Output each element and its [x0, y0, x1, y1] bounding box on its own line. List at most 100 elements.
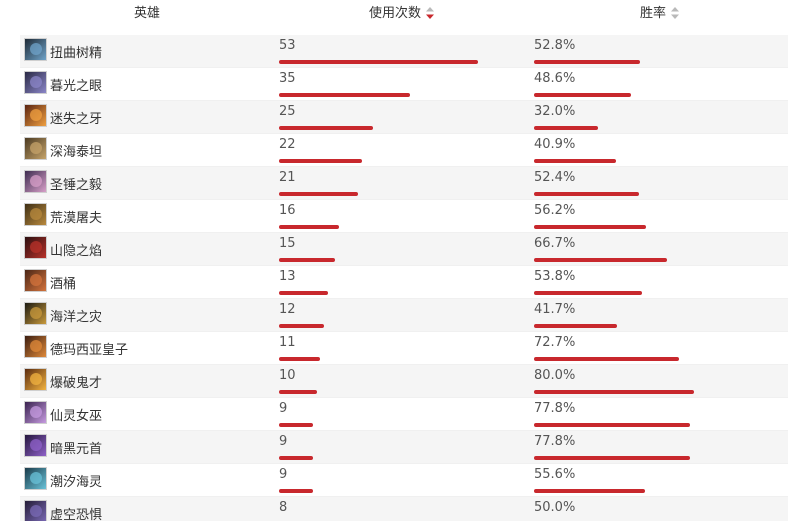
winrate-value: 66.7% [534, 236, 576, 251]
winrate-value: 77.8% [534, 401, 576, 416]
usage-bar [279, 93, 410, 97]
winrate-value: 52.4% [534, 170, 576, 185]
usage-bar [279, 456, 313, 460]
hero-name[interactable]: 圣锤之毅 [50, 178, 103, 193]
winrate-value: 55.6% [534, 467, 576, 482]
hero-name[interactable]: 荒漠屠夫 [50, 211, 103, 226]
table-row[interactable]: 海洋之灾 12 41.7% [20, 299, 788, 332]
usage-bar [279, 225, 339, 229]
winrate-bar [534, 456, 690, 460]
table-row[interactable]: 虚空恐惧 8 50.0% [20, 497, 788, 521]
hero-name[interactable]: 暗黑元首 [50, 442, 103, 457]
winrate-bar [534, 258, 667, 262]
usage-count: 9 [279, 401, 288, 416]
usage-count: 15 [279, 236, 296, 251]
usage-bar [279, 390, 317, 394]
winrate-bar [534, 390, 694, 394]
usage-bar [279, 357, 320, 361]
usage-bar [279, 489, 313, 493]
table-row[interactable]: 潮汐海灵 9 55.6% [20, 464, 788, 497]
winrate-value: 48.6% [534, 71, 576, 86]
winrate-value: 52.8% [534, 38, 576, 53]
hero-avatar[interactable] [24, 269, 47, 292]
usage-bar [279, 258, 335, 262]
winrate-bar [534, 291, 642, 295]
winrate-bar [534, 93, 631, 97]
hero-name[interactable]: 潮汐海灵 [50, 475, 103, 490]
hero-avatar[interactable] [24, 170, 47, 193]
table-header: 英雄 使用次数 胜率 [0, 0, 812, 24]
table-row[interactable]: 酒桶 13 53.8% [20, 266, 788, 299]
hero-avatar[interactable] [24, 467, 47, 490]
hero-avatar[interactable] [24, 368, 47, 391]
usage-bar [279, 159, 362, 163]
column-header-winrate[interactable]: 胜率 [640, 2, 680, 21]
hero-name[interactable]: 扭曲树精 [50, 46, 103, 61]
usage-bar [279, 126, 373, 130]
hero-name[interactable]: 迷失之牙 [50, 112, 103, 127]
table-row[interactable]: 仙灵女巫 9 77.8% [20, 398, 788, 431]
hero-avatar[interactable] [24, 401, 47, 424]
table-row[interactable]: 德玛西亚皇子 11 72.7% [20, 332, 788, 365]
hero-avatar[interactable] [24, 38, 47, 61]
usage-count: 10 [279, 368, 296, 383]
hero-avatar[interactable] [24, 302, 47, 325]
usage-count: 25 [279, 104, 296, 119]
hero-name[interactable]: 虚空恐惧 [50, 508, 103, 521]
winrate-value: 32.0% [534, 104, 576, 119]
winrate-value: 72.7% [534, 335, 576, 350]
hero-avatar[interactable] [24, 335, 47, 358]
hero-avatar[interactable] [24, 203, 47, 226]
sort-desc-icon[interactable] [426, 6, 435, 19]
usage-count: 8 [279, 500, 288, 515]
table-row[interactable]: 圣锤之毅 21 52.4% [20, 167, 788, 200]
table-row[interactable]: 山隐之焰 15 66.7% [20, 233, 788, 266]
table-row[interactable]: 爆破鬼才 10 80.0% [20, 365, 788, 398]
winrate-value: 56.2% [534, 203, 576, 218]
hero-avatar[interactable] [24, 104, 47, 127]
winrate-value: 50.0% [534, 500, 576, 515]
column-header-usage-label: 使用次数 [369, 6, 422, 21]
winrate-bar [534, 159, 616, 163]
table-row[interactable]: 迷失之牙 25 32.0% [20, 101, 788, 134]
table-body: 扭曲树精 53 52.8% 暮光之眼 35 48.6% 迷失之牙 25 32.0% 深海泰坦 22 4… [20, 35, 788, 521]
sort-icon[interactable] [671, 6, 680, 19]
hero-name[interactable]: 仙灵女巫 [50, 409, 103, 424]
winrate-value: 80.0% [534, 368, 576, 383]
usage-bar [279, 324, 324, 328]
hero-avatar[interactable] [24, 434, 47, 457]
hero-name[interactable]: 山隐之焰 [50, 244, 103, 259]
winrate-bar [534, 60, 640, 64]
usage-count: 21 [279, 170, 296, 185]
usage-count: 9 [279, 434, 288, 449]
usage-bar [279, 291, 328, 295]
usage-count: 12 [279, 302, 296, 317]
hero-avatar[interactable] [24, 500, 47, 521]
winrate-bar [534, 126, 598, 130]
column-header-hero: 英雄 [134, 6, 161, 21]
hero-name[interactable]: 海洋之灾 [50, 310, 103, 325]
winrate-bar [534, 324, 617, 328]
hero-name[interactable]: 爆破鬼才 [50, 376, 103, 391]
usage-count: 35 [279, 71, 296, 86]
hero-avatar[interactable] [24, 71, 47, 94]
usage-bar [279, 60, 478, 64]
winrate-value: 77.8% [534, 434, 576, 449]
hero-avatar[interactable] [24, 236, 47, 259]
winrate-bar [534, 225, 646, 229]
hero-name[interactable]: 暮光之眼 [50, 79, 103, 94]
hero-avatar[interactable] [24, 137, 47, 160]
winrate-value: 53.8% [534, 269, 576, 284]
table-row[interactable]: 扭曲树精 53 52.8% [20, 35, 788, 68]
table-row[interactable]: 深海泰坦 22 40.9% [20, 134, 788, 167]
column-header-usage[interactable]: 使用次数 [369, 2, 435, 21]
hero-name[interactable]: 酒桶 [50, 277, 77, 292]
hero-name[interactable]: 德玛西亚皇子 [50, 343, 129, 358]
table-row[interactable]: 暮光之眼 35 48.6% [20, 68, 788, 101]
table-row[interactable]: 暗黑元首 9 77.8% [20, 431, 788, 464]
usage-count: 11 [279, 335, 296, 350]
usage-count: 16 [279, 203, 296, 218]
hero-name[interactable]: 深海泰坦 [50, 145, 103, 160]
table-row[interactable]: 荒漠屠夫 16 56.2% [20, 200, 788, 233]
